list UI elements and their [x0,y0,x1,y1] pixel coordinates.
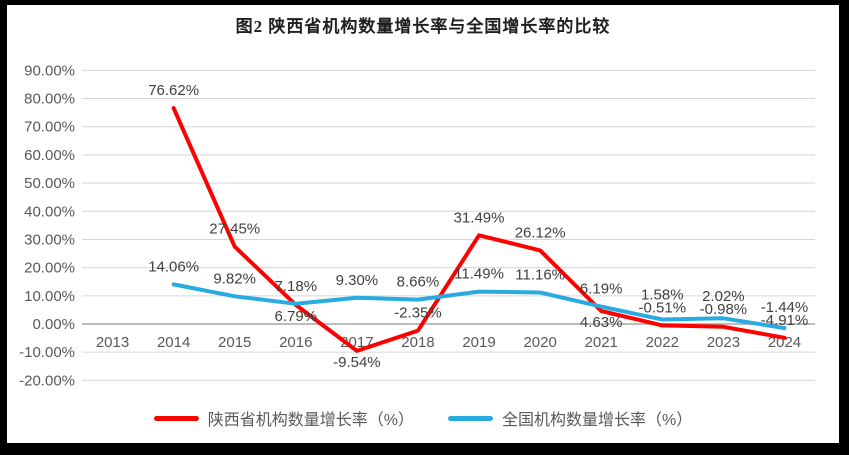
data-label-shaanxi-growth-rate: 31.49% [454,209,505,226]
x-tick-label: 2014 [157,334,190,351]
data-label-national-growth-rate: 1.58% [641,286,684,303]
data-label-shaanxi-growth-rate: 27.45% [209,221,260,238]
data-label-national-growth-rate: 14.06% [148,258,199,275]
x-tick-label: 2021 [585,334,618,351]
data-label-national-growth-rate: -1.44% [761,299,809,316]
y-tick-label: 60.00% [24,147,75,164]
data-label-national-growth-rate: 9.82% [213,270,256,287]
data-label-national-growth-rate: 9.30% [336,272,379,289]
data-label-national-growth-rate: 7.18% [275,278,318,295]
legend: 陕西省机构数量增长率（%） 全国机构数量增长率（%） [7,406,839,430]
x-tick-label: 2022 [646,334,679,351]
y-tick-label: 80.00% [24,91,75,108]
x-tick-label: 2013 [96,334,129,351]
data-label-shaanxi-growth-rate: 6.79% [275,308,318,325]
y-tick-label: -10.00% [19,344,75,361]
x-tick-label: 2018 [401,334,434,351]
y-tick-label: 10.00% [24,288,75,305]
y-tick-label: 90.00% [24,62,75,79]
legend-item-national: 全国机构数量增长率（%） [448,406,692,430]
data-label-national-growth-rate: 8.66% [397,274,440,291]
legend-swatch-national [448,415,493,421]
legend-swatch-shaanxi [153,415,199,421]
data-label-national-growth-rate: 2.02% [702,288,745,305]
data-label-shaanxi-growth-rate: -4.91% [761,312,809,329]
data-label-shaanxi-growth-rate: -2.35% [394,305,442,322]
series-line-shaanxi-growth-rate [171,106,787,353]
legend-item-shaanxi: 陕西省机构数量增长率（%） [153,406,414,430]
x-tick-label: 2019 [462,334,495,351]
data-label-shaanxi-growth-rate: 26.12% [515,224,566,241]
y-tick-label: 50.00% [24,175,75,192]
y-tick-label: 0.00% [32,316,75,333]
data-label-shaanxi-growth-rate: -9.54% [333,354,381,371]
data-label-shaanxi-growth-rate: -0.51% [639,299,687,316]
data-label-shaanxi-growth-rate: 4.63% [580,314,623,331]
plot-area: 90.00% 80.00% 70.00% 60.00% 50.00% 40.00% 30.0… [19,62,815,389]
legend-label-shaanxi: 陕西省机构数量增长率（%） [207,412,414,429]
y-tick-label: 20.00% [24,260,75,277]
data-label-shaanxi-growth-rate: -0.98% [700,301,748,318]
x-tick-label: 2020 [523,334,556,351]
y-tick-label: -20.00% [19,372,75,389]
y-tick-label: 40.00% [24,203,75,220]
x-tick-label: 2023 [707,334,740,351]
data-label-shaanxi-growth-rate: 76.62% [148,82,199,99]
chart-canvas: 图2 陕西省机构数量增长率与全国增长率的比较 90.00% 80.00% 70.00… [7,5,839,443]
y-tick-label: 30.00% [24,231,75,248]
data-label-national-growth-rate: 11.49% [454,266,504,283]
data-label-national-growth-rate: 11.16% [515,267,565,284]
y-tick-label: 70.00% [24,119,75,136]
data-label-national-growth-rate: 6.19% [580,281,623,298]
chart-title: 图2 陕西省机构数量增长率与全国增长率的比较 [235,17,611,36]
legend-label-national: 全国机构数量增长率（%） [502,412,693,429]
series-line-national-growth-rate [171,282,787,331]
x-tick-label: 2015 [218,334,251,351]
x-tick-label: 2016 [279,334,312,351]
